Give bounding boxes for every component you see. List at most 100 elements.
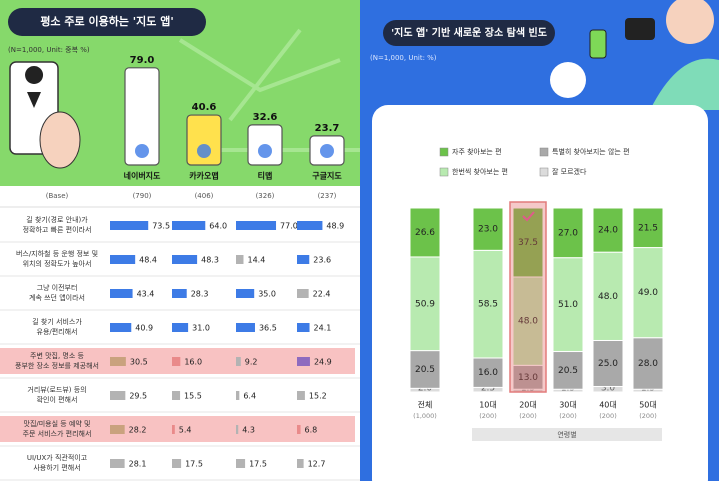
table-value: 24.9 <box>314 358 332 367</box>
table-value: 48.3 <box>201 256 219 265</box>
base-label: (1,000) <box>413 412 437 420</box>
table-value: 17.5 <box>185 460 203 469</box>
bar-segment <box>552 207 584 259</box>
table-value: 22.4 <box>313 290 331 299</box>
base-label: (200) <box>479 412 496 420</box>
row-label: 맛집/미용실 등 예약 및 <box>24 419 91 428</box>
table-bar <box>110 357 126 366</box>
bar-segment <box>552 257 584 353</box>
row-label: 주변 맛집, 명소 등 <box>30 351 85 360</box>
table-bar <box>172 391 181 400</box>
table-bar <box>172 289 187 298</box>
category-label: 50대 <box>639 401 657 410</box>
table-bar <box>110 255 136 264</box>
segment-label: 51.0 <box>558 300 578 310</box>
app-name: 티맵 <box>258 171 273 181</box>
segment-label: 50.9 <box>415 299 435 309</box>
segment-label: 37.5 <box>518 238 538 248</box>
table-bar <box>236 425 239 434</box>
value-label: 23.7 <box>315 123 340 134</box>
table-value: 6.4 <box>243 392 256 401</box>
segment-label: 27.0 <box>558 228 578 238</box>
table-value: 28.2 <box>129 426 147 435</box>
table-bar <box>297 323 310 332</box>
row-label: 계속 쓰던 앱이라서 <box>29 293 85 302</box>
phone-bar <box>124 67 160 166</box>
table-bar <box>110 391 126 400</box>
table-value: 77.0 <box>280 222 298 231</box>
bar-segment <box>472 357 504 388</box>
segment-label: 58.5 <box>478 300 498 310</box>
table-value: 17.5 <box>249 460 267 469</box>
app-icon <box>197 144 211 158</box>
bar-segment <box>592 251 624 341</box>
base-label: (200) <box>519 412 536 420</box>
bar-segment <box>409 207 441 258</box>
bar-segment <box>592 339 624 387</box>
table-bar <box>236 459 246 468</box>
left-content: 79.0 네이버지도 40.6 카카오맵 32.6 티맵 23.7 구글지도 (Base) (79… <box>0 55 360 481</box>
left-subtitle: (N=1,000, Unit: 중복 %) <box>8 46 90 54</box>
table-value: 36.5 <box>259 324 277 333</box>
segment-label: 26.6 <box>415 228 435 238</box>
category-label: 전체 <box>418 400 433 410</box>
table-bar <box>297 221 323 230</box>
segment-label: 24.0 <box>598 226 618 236</box>
left-title-pill <box>8 8 206 36</box>
row-label: 유용/편리해서 <box>37 327 78 336</box>
segment-label: 20.5 <box>558 366 578 376</box>
base-row-label: (Base) <box>46 192 69 200</box>
app-name: 구글지도 <box>312 171 342 181</box>
segment-label: 48.0 <box>598 292 618 302</box>
legend-swatch <box>439 167 449 177</box>
app-icon <box>135 144 149 158</box>
table-bar <box>172 323 189 332</box>
row-label: 주문 서비스가 편리해서 <box>23 429 92 438</box>
category-label: 30대 <box>559 401 577 410</box>
phone-bar <box>186 114 222 166</box>
segment-label: 20.5 <box>415 365 435 375</box>
legend-label: 한번씩 찾아보는 편 <box>452 167 508 176</box>
table-value: 9.2 <box>245 358 258 367</box>
bar-segment <box>472 249 504 359</box>
table-value: 24.1 <box>314 324 332 333</box>
highlight <box>509 201 547 393</box>
app-name: 카카오맵 <box>189 171 218 181</box>
bar-segment <box>632 207 664 249</box>
table-value: 5.4 <box>179 426 192 435</box>
table-bar <box>297 459 304 468</box>
segment-label: 25.0 <box>598 359 618 369</box>
table-bar <box>172 221 206 230</box>
segment-label: 23.0 <box>478 225 498 235</box>
table-bar <box>110 221 149 230</box>
base-label: (200) <box>639 412 656 420</box>
table-bar <box>172 459 182 468</box>
table-bar <box>236 289 255 298</box>
table-value: 43.4 <box>137 290 155 299</box>
app-name: 네이버지도 <box>124 171 161 181</box>
row-label: 정확하고 빠른 편이라서 <box>23 225 92 234</box>
bar-segment <box>592 207 624 253</box>
table-value: 15.5 <box>184 392 202 401</box>
table-value: 30.5 <box>130 358 148 367</box>
table-value: 14.4 <box>247 256 265 265</box>
table-bar <box>297 255 310 264</box>
segment-label: 16.0 <box>478 368 498 378</box>
table-bar <box>297 289 309 298</box>
legend-swatch <box>539 167 549 177</box>
table-value: 29.5 <box>129 392 147 401</box>
row-label: 거리뷰(로드뷰) 등의 <box>27 385 86 394</box>
table-bar <box>110 289 133 298</box>
table-bar <box>236 255 244 264</box>
table-bar <box>297 357 310 366</box>
table-value: 48.9 <box>326 222 344 231</box>
table-bar <box>236 323 255 332</box>
row-label: 풍부한 장소 정보를 제공해서 <box>15 361 99 370</box>
legend-swatch <box>439 147 449 157</box>
table-bar <box>110 459 125 468</box>
right-content: 2.020.550.926.6전체(1,000)2.516.058.523.01… <box>409 147 664 420</box>
row-label: 길 찾기(경로 안내)가 <box>26 215 88 224</box>
base-label: (200) <box>599 412 616 420</box>
bar-segment <box>512 276 544 366</box>
